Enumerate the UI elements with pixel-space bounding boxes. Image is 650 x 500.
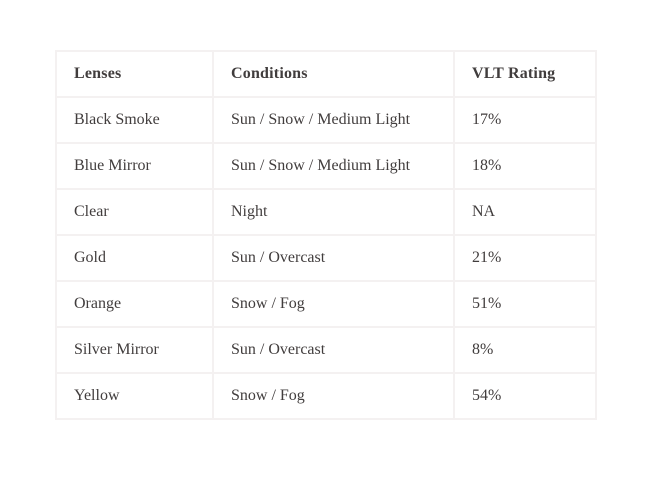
table-row: Black Smoke Sun / Snow / Medium Light 17… — [55, 96, 597, 144]
cell-lens: Yellow — [55, 372, 214, 420]
lens-vlt-table: Lenses Conditions VLT Rating Black Smoke… — [55, 50, 597, 420]
cell-conditions: Sun / Snow / Medium Light — [212, 96, 455, 144]
cell-conditions: Snow / Fog — [212, 372, 455, 420]
cell-vlt: 18% — [453, 142, 597, 190]
cell-lens: Silver Mirror — [55, 326, 214, 374]
cell-vlt: 17% — [453, 96, 597, 144]
header-conditions: Conditions — [212, 50, 455, 98]
cell-lens: Black Smoke — [55, 96, 214, 144]
table-row: Orange Snow / Fog 51% — [55, 280, 597, 328]
cell-conditions: Sun / Snow / Medium Light — [212, 142, 455, 190]
cell-lens: Orange — [55, 280, 214, 328]
cell-vlt: 51% — [453, 280, 597, 328]
header-vlt-rating: VLT Rating — [453, 50, 597, 98]
table-row: Gold Sun / Overcast 21% — [55, 234, 597, 282]
cell-vlt: NA — [453, 188, 597, 236]
cell-lens: Blue Mirror — [55, 142, 214, 190]
table-row: Silver Mirror Sun / Overcast 8% — [55, 326, 597, 374]
table-row: Yellow Snow / Fog 54% — [55, 372, 597, 420]
cell-conditions: Sun / Overcast — [212, 234, 455, 282]
cell-conditions: Sun / Overcast — [212, 326, 455, 374]
cell-vlt: 21% — [453, 234, 597, 282]
table-header-row: Lenses Conditions VLT Rating — [55, 50, 597, 98]
header-lenses: Lenses — [55, 50, 214, 98]
cell-lens: Gold — [55, 234, 214, 282]
table-row: Clear Night NA — [55, 188, 597, 236]
cell-conditions: Night — [212, 188, 455, 236]
cell-vlt: 8% — [453, 326, 597, 374]
cell-conditions: Snow / Fog — [212, 280, 455, 328]
table-row: Blue Mirror Sun / Snow / Medium Light 18… — [55, 142, 597, 190]
cell-lens: Clear — [55, 188, 214, 236]
cell-vlt: 54% — [453, 372, 597, 420]
